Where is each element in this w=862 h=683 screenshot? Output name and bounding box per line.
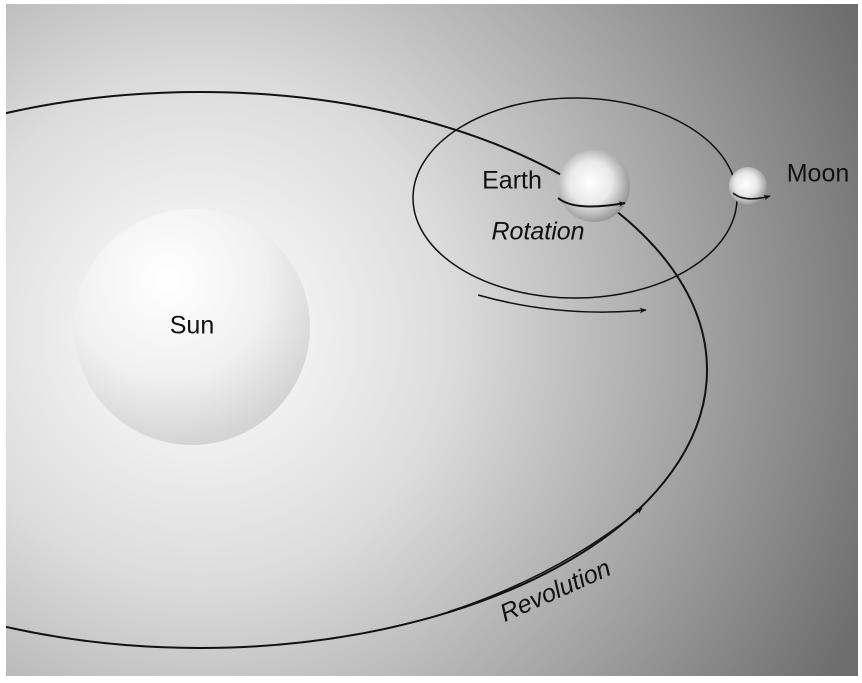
moon-revolution-arrow xyxy=(477,294,647,314)
moon xyxy=(729,167,767,205)
rotation-label: Rotation xyxy=(491,218,584,246)
earth-label: Earth xyxy=(482,167,542,195)
moon-label: Moon xyxy=(787,160,850,188)
rotation-arrow xyxy=(557,197,626,208)
revolution-arrow xyxy=(447,507,643,613)
earth-orbit xyxy=(6,91,708,649)
sun xyxy=(74,209,310,445)
earth xyxy=(558,150,630,222)
moon-rotation-arrow xyxy=(732,192,771,201)
sun-label: Sun xyxy=(170,312,214,340)
